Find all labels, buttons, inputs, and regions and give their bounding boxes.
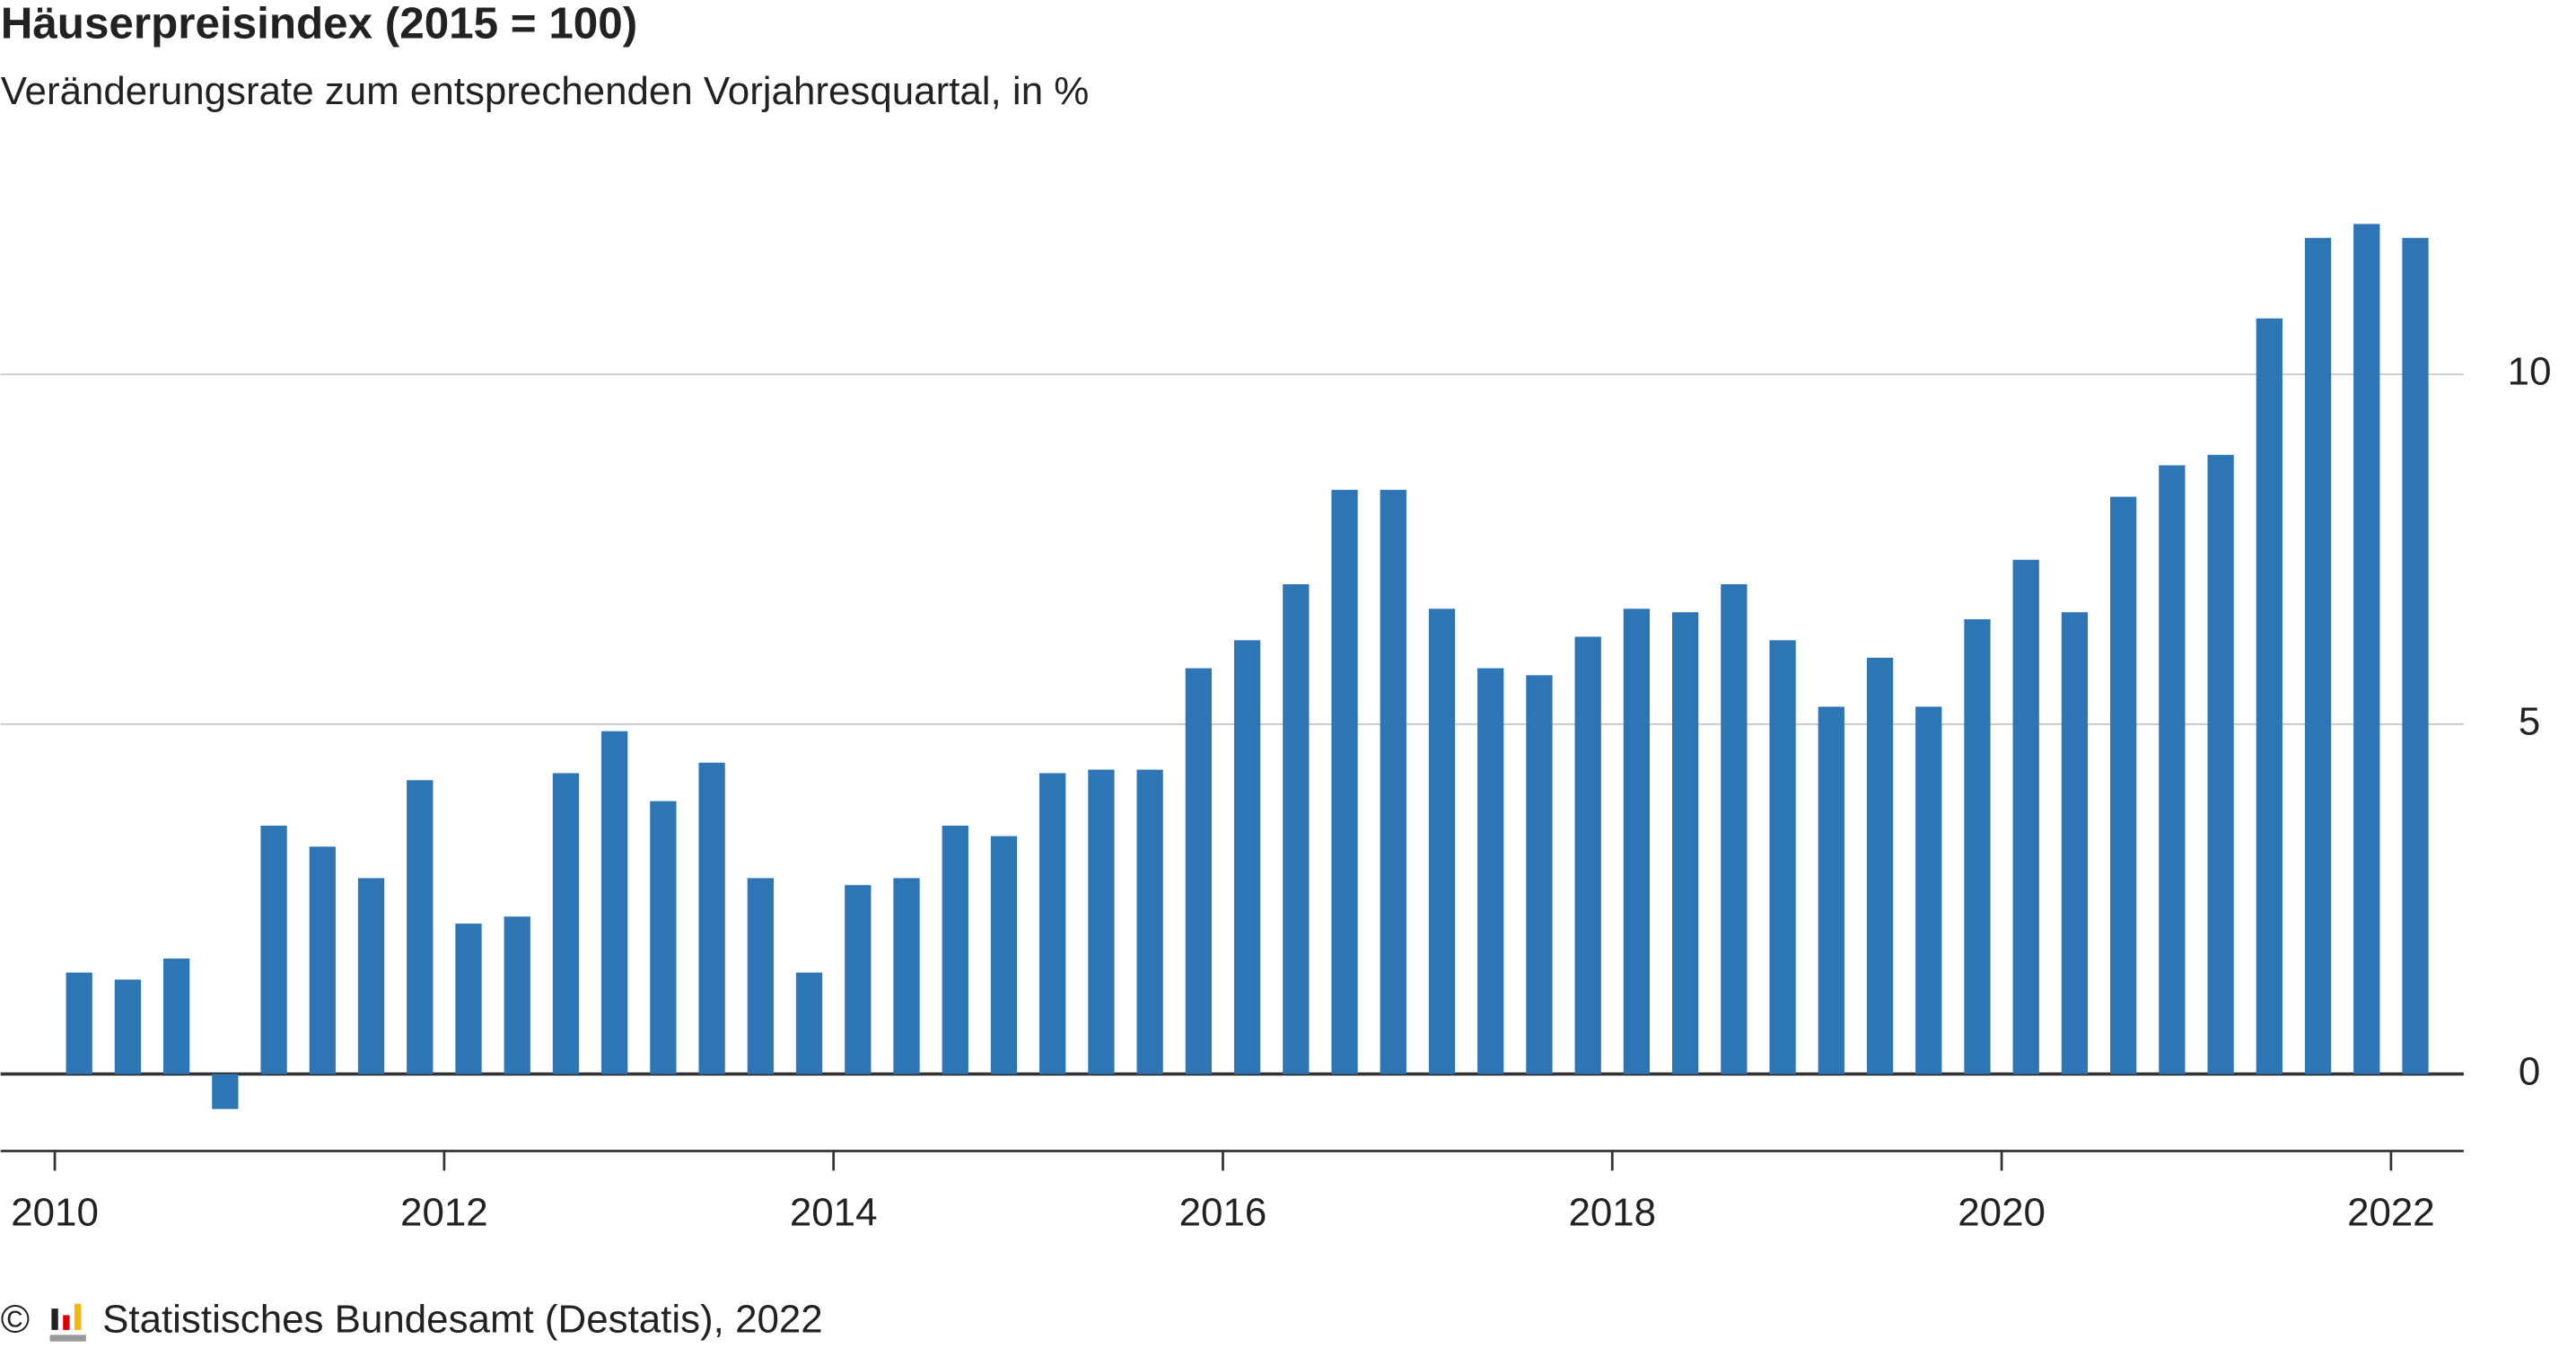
bar [2012,559,2039,1074]
bar [2061,612,2089,1074]
bar [2110,496,2137,1074]
bar [1380,489,1406,1074]
x-tick-label: 2010 [11,1190,99,1234]
bar [1136,769,1163,1074]
bar [1428,608,1456,1074]
bar [698,762,725,1074]
bar [795,972,823,1074]
bar [162,958,190,1074]
x-tick-label: 2018 [1568,1190,1656,1234]
bar [893,878,920,1074]
bar [1721,584,1748,1074]
bar [2353,223,2380,1074]
bar [260,825,287,1074]
bar [1866,657,1894,1074]
bar [845,885,872,1074]
bar [747,878,774,1074]
logo [49,1303,86,1342]
bar [1574,636,1601,1074]
bar [1039,773,1066,1074]
x-tick-label: 2020 [1958,1190,2046,1234]
bar [601,731,628,1074]
bar [1088,769,1115,1074]
x-tick-label: 2012 [400,1190,488,1234]
bar [2159,465,2186,1074]
bar [2207,454,2234,1074]
bar [650,801,677,1074]
bar [212,1073,239,1109]
chart-title: Häuserpreisindex (2015 = 100) [1,0,637,48]
bar [1233,640,1261,1074]
bar [455,923,482,1074]
bar [1671,612,1699,1074]
copyright: © [1,1297,30,1341]
bar [357,878,385,1074]
bar [1769,640,1796,1074]
x-tick-label: 2022 [2347,1190,2435,1234]
bar [1283,584,1310,1074]
bar [1623,608,1651,1074]
y-tick-label: 10 [2508,350,2552,394]
bar [504,916,530,1074]
bar [66,972,92,1074]
x-tick-label: 2014 [790,1190,878,1234]
y-tick-label: 5 [2519,700,2540,744]
bar [407,780,434,1074]
bar [942,825,968,1074]
bar [2256,318,2282,1074]
bar [1818,706,1844,1074]
bar [1915,706,1942,1074]
bar [1331,489,1358,1074]
bar [1477,668,1504,1074]
bar [1964,618,1991,1074]
bar [2402,238,2429,1074]
x-tick-label: 2016 [1179,1190,1267,1234]
bar [114,979,142,1074]
bar [309,846,336,1074]
bar [2304,238,2332,1074]
bar [552,773,580,1074]
y-tick-label: 0 [2519,1049,2540,1093]
bar [1526,675,1553,1074]
source: Statistisches Bundesamt (Destatis), 2022 [102,1297,823,1341]
bar [1185,668,1213,1074]
chart-subtitle: Veränderungsrate zum entsprechenden Vorj… [1,69,1090,113]
bar [990,836,1018,1074]
